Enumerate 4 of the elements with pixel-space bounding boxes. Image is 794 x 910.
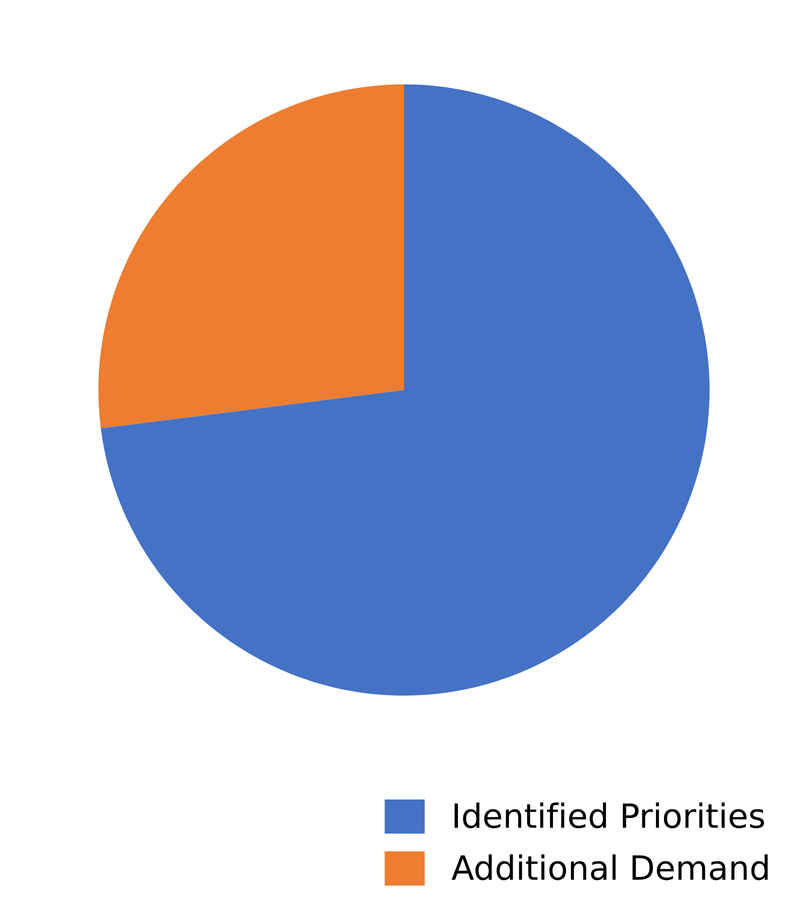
pie-slice [98,84,404,428]
legend-label: Additional Demand [452,854,768,880]
pie-slice [100,84,710,696]
legend-label: Identified Priorities [454,802,764,828]
